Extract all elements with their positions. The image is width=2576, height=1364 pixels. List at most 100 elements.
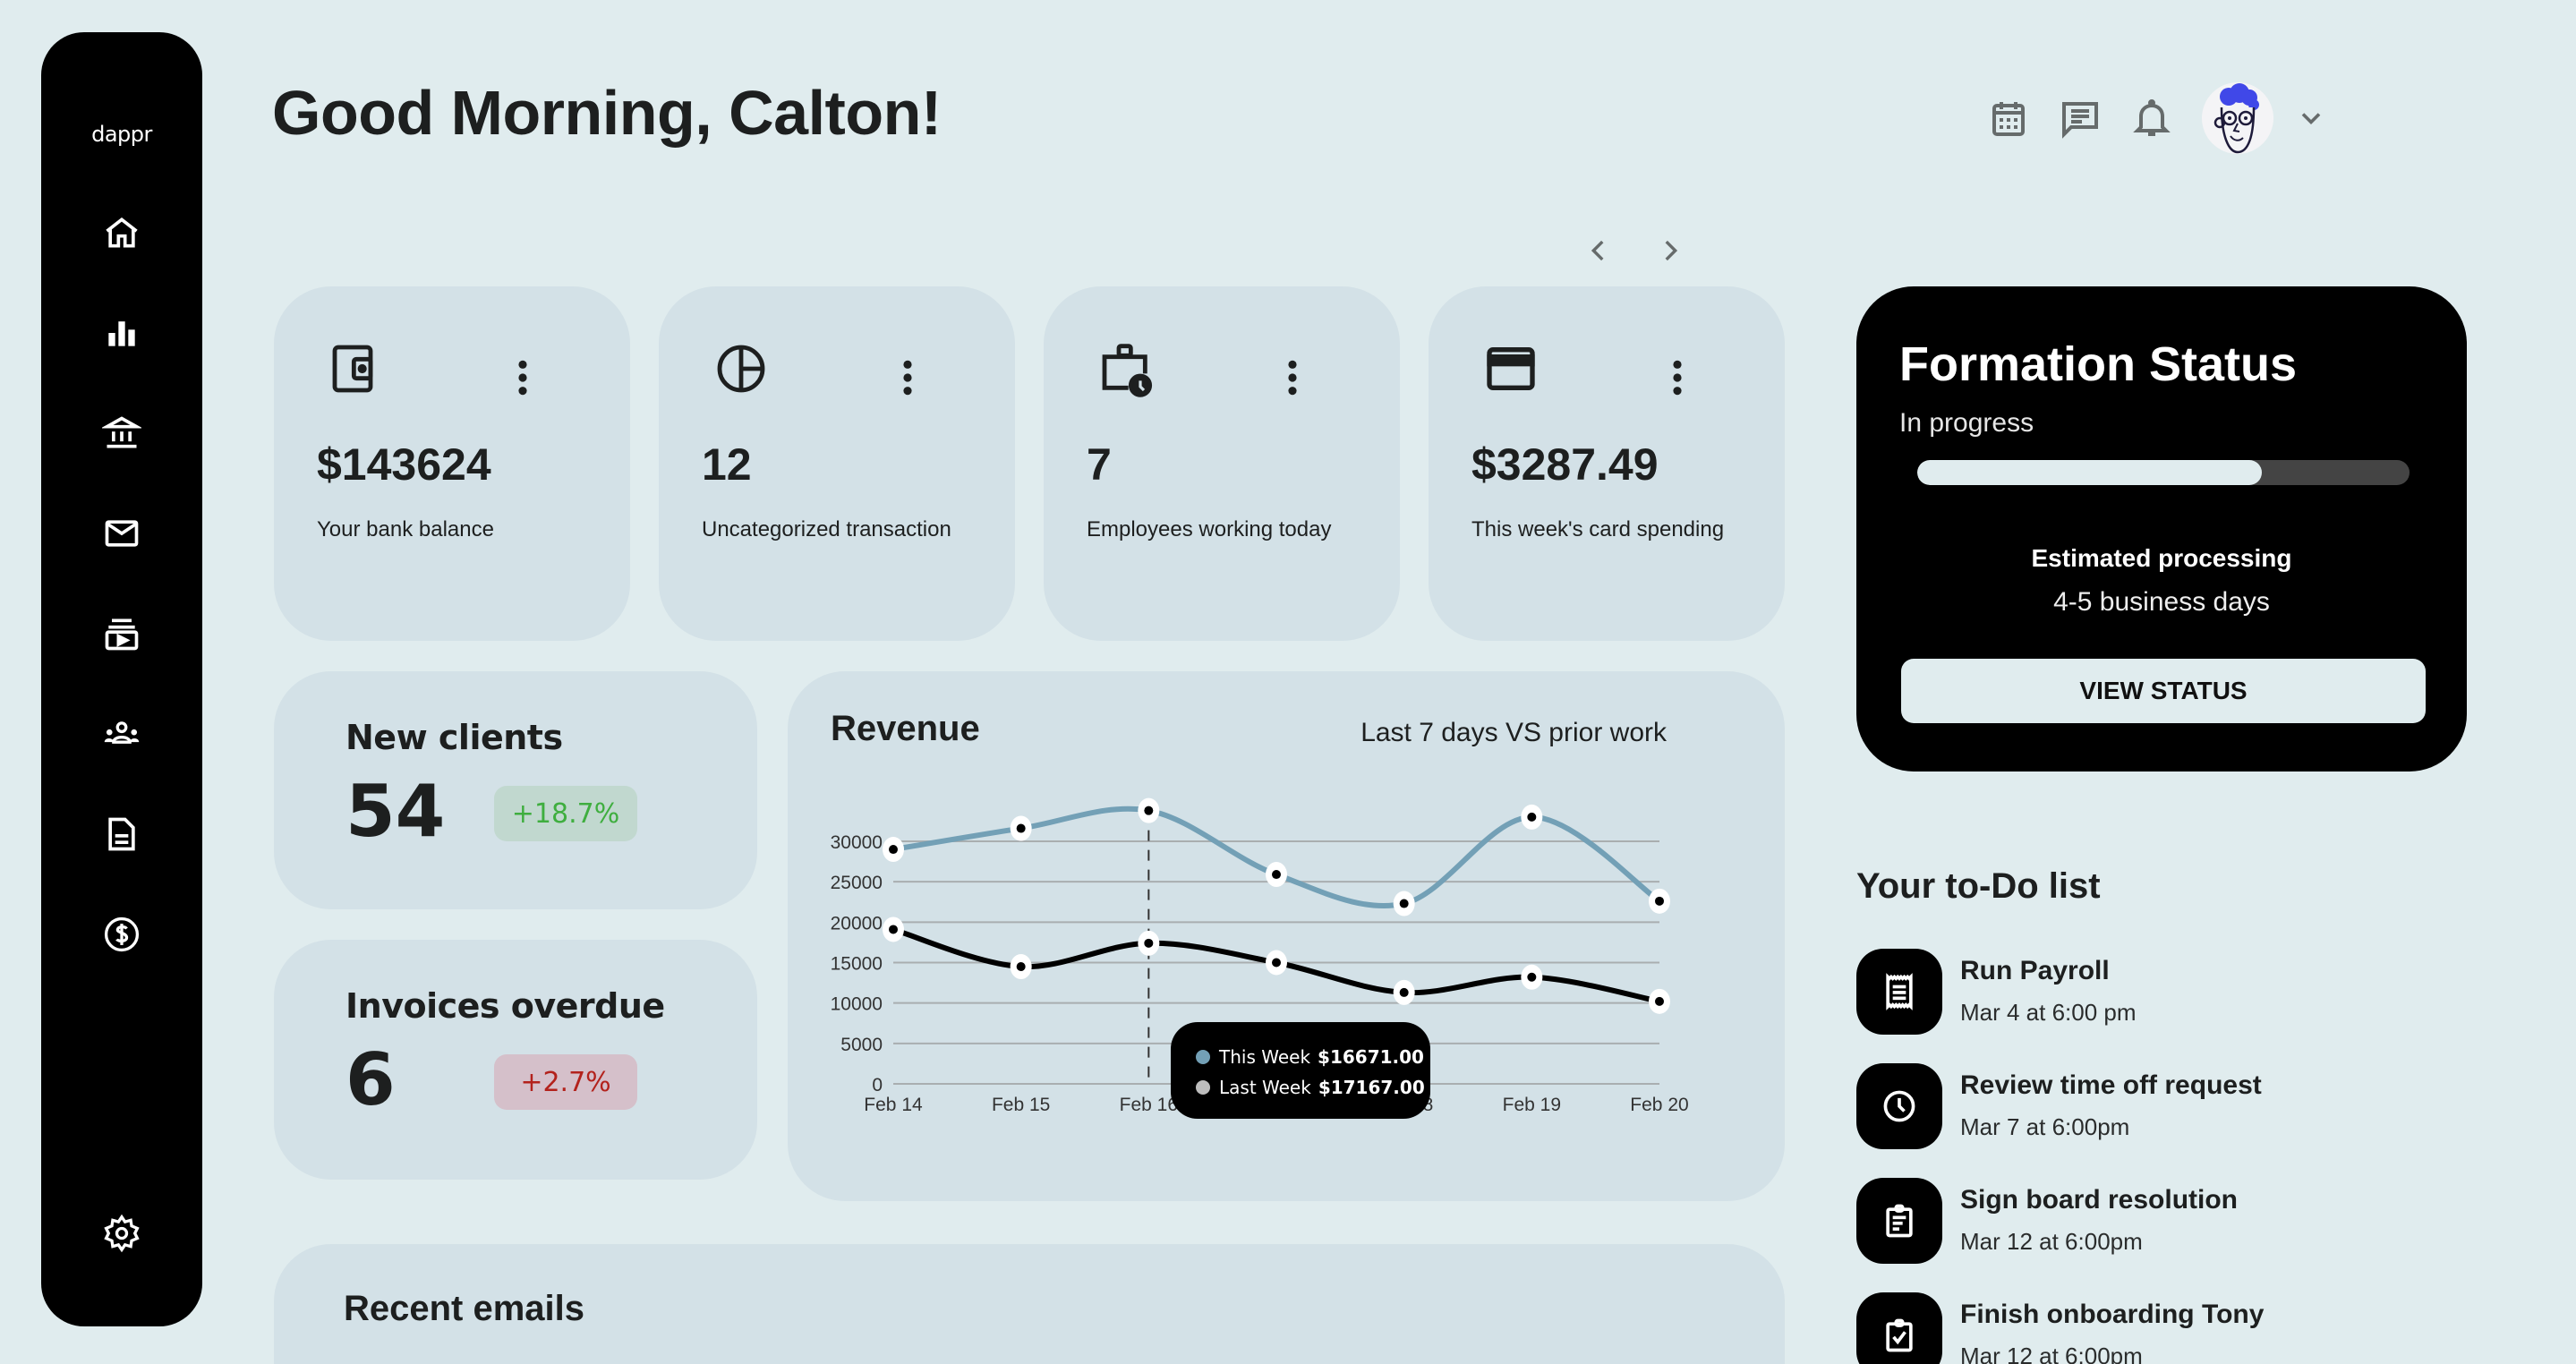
profile-menu-button[interactable] xyxy=(2284,91,2338,145)
calendar-icon xyxy=(1992,102,2025,136)
page-title: Good Morning, Calton! xyxy=(272,78,942,148)
revenue-line-chart[interactable]: 0 5000 10000 15000 20000 25000 30000 Feb 14 Feb … xyxy=(788,671,1785,1201)
todo-title: Sign board resolution xyxy=(1960,1185,2239,1215)
last-week-dot xyxy=(1196,1080,1210,1095)
receipt-icon xyxy=(1886,973,1913,1010)
tooltip-label: This Week xyxy=(1219,1046,1311,1068)
todo-icon-box xyxy=(1856,1063,1942,1149)
revenue-card: 0 5000 10000 15000 20000 25000 30000 Feb 14 Feb … xyxy=(788,671,1785,1201)
invoices-overdue-card: Invoices overdue 6 +2.7% xyxy=(274,940,757,1180)
stat-card-card-spending[interactable]: $3287.49 This week's card spending xyxy=(1429,286,1785,641)
svg-text:25000: 25000 xyxy=(831,873,883,893)
todo-item[interactable]: Sign board resolution Mar 12 at 6:00pm xyxy=(1856,1178,2465,1267)
more-options-icon[interactable] xyxy=(900,358,915,397)
metric-title: Invoices overdue xyxy=(345,986,665,1026)
carousel-prev-button[interactable] xyxy=(1579,231,1618,270)
tooltip-value: $16671.00 xyxy=(1318,1046,1424,1068)
todo-title: Review time off request xyxy=(1960,1070,2262,1100)
svg-text:Feb 14: Feb 14 xyxy=(864,1095,923,1115)
svg-text:Feb 15: Feb 15 xyxy=(992,1095,1050,1115)
todo-heading: Your to-Do list xyxy=(1856,866,2101,906)
people-icon xyxy=(104,721,140,744)
stat-card-bank-balance[interactable]: $143624 Your bank balance xyxy=(274,286,630,641)
sidebar-item-mail[interactable] xyxy=(100,512,143,555)
sidebar-item-media[interactable] xyxy=(100,612,143,655)
more-options-icon[interactable] xyxy=(516,358,530,397)
svg-text:20000: 20000 xyxy=(831,913,883,933)
recent-emails-card: Recent emails xyxy=(274,1244,1785,1364)
sidebar-item-team[interactable] xyxy=(100,712,143,755)
chart-title: Revenue xyxy=(831,709,980,748)
formation-title: Formation Status xyxy=(1899,337,2298,391)
more-options-icon[interactable] xyxy=(1285,358,1300,397)
more-options-icon[interactable] xyxy=(1670,358,1685,397)
stat-label: Your bank balance xyxy=(317,517,494,541)
gear-icon xyxy=(104,1214,140,1253)
messages-button[interactable] xyxy=(2053,91,2107,145)
svg-text:15000: 15000 xyxy=(831,954,883,975)
stat-value: $143624 xyxy=(317,439,491,490)
sidebar: dappr xyxy=(41,32,202,1326)
chat-icon xyxy=(2062,102,2098,139)
sidebar-item-home[interactable] xyxy=(100,211,143,254)
sidebar-item-analytics[interactable] xyxy=(100,311,143,354)
bar-chart-icon xyxy=(108,321,135,346)
section-title: Recent emails xyxy=(344,1289,585,1328)
stat-value: 7 xyxy=(1087,439,1112,490)
svg-text:Feb 20: Feb 20 xyxy=(1630,1095,1688,1115)
clipboard-check-icon xyxy=(1886,1318,1913,1352)
svg-text:Feb 19: Feb 19 xyxy=(1503,1095,1561,1115)
progress-fill xyxy=(1917,460,2262,485)
pie-chart-icon xyxy=(717,345,765,393)
todo-icon-box xyxy=(1856,1178,1942,1264)
todo-title: Run Payroll xyxy=(1960,956,2110,985)
metric-value: 54 xyxy=(345,770,446,853)
user-avatar-icon xyxy=(2213,83,2259,154)
chevron-right-icon xyxy=(1665,240,1678,261)
todo-title: Finish onboarding Tony xyxy=(1960,1300,2265,1329)
todo-item[interactable]: Finish onboarding Tony Mar 12 at 6:00pm xyxy=(1856,1292,2465,1364)
stat-value: 12 xyxy=(702,439,752,490)
todo-date: Mar 4 at 6:00 pm xyxy=(1960,999,2137,1026)
this-week-dot xyxy=(1196,1050,1210,1064)
view-status-button[interactable]: VIEW STATUS xyxy=(1901,659,2426,723)
new-clients-card: New clients 54 +18.7% xyxy=(274,671,757,909)
todo-icon-box xyxy=(1856,1292,1942,1364)
stat-label: This week's card spending xyxy=(1471,517,1725,541)
bell-icon xyxy=(2133,99,2171,136)
formation-status-text: In progress xyxy=(1899,408,2034,438)
svg-text:30000: 30000 xyxy=(831,832,883,853)
wallet-icon xyxy=(332,345,373,393)
svg-text:10000: 10000 xyxy=(831,994,883,1015)
calendar-button[interactable] xyxy=(1982,91,2035,145)
change-badge: +2.7% xyxy=(494,1054,637,1110)
notifications-button[interactable] xyxy=(2125,91,2179,145)
document-icon xyxy=(108,817,135,851)
app-logo[interactable]: dappr xyxy=(91,122,152,147)
video-library-icon xyxy=(105,618,139,651)
bank-icon xyxy=(102,416,141,448)
credit-card-icon xyxy=(1487,347,1535,390)
stat-card-employees[interactable]: 7 Employees working today xyxy=(1044,286,1400,641)
todo-item[interactable]: Run Payroll Mar 4 at 6:00 pm xyxy=(1856,949,2465,1038)
avatar[interactable] xyxy=(2202,82,2273,154)
sidebar-item-banking[interactable] xyxy=(100,412,143,455)
svg-text:0: 0 xyxy=(872,1075,883,1095)
chart-subtitle[interactable]: Last 7 days VS prior work xyxy=(1361,718,1667,747)
dollar-circle-icon xyxy=(104,916,140,952)
estimate-value: 4-5 business days xyxy=(2053,587,2270,617)
stat-card-uncategorized[interactable]: 12 Uncategorized transaction xyxy=(659,286,1015,641)
tooltip-value: $17167.00 xyxy=(1318,1077,1425,1098)
sidebar-item-settings[interactable] xyxy=(100,1212,143,1255)
tooltip-label: Last Week xyxy=(1219,1077,1311,1098)
todo-item[interactable]: Review time off request Mar 7 at 6:00pm xyxy=(1856,1063,2465,1153)
stat-value: $3287.49 xyxy=(1471,439,1659,490)
carousel-next-button[interactable] xyxy=(1651,231,1690,270)
todo-date: Mar 12 at 6:00pm xyxy=(1960,1228,2143,1255)
metric-value: 6 xyxy=(345,1038,396,1121)
sidebar-item-documents[interactable] xyxy=(100,813,143,856)
progress-bar xyxy=(1917,460,2410,485)
sidebar-item-payments[interactable] xyxy=(100,913,143,956)
chevron-down-icon xyxy=(2301,113,2321,125)
todo-icon-box xyxy=(1856,949,1942,1035)
